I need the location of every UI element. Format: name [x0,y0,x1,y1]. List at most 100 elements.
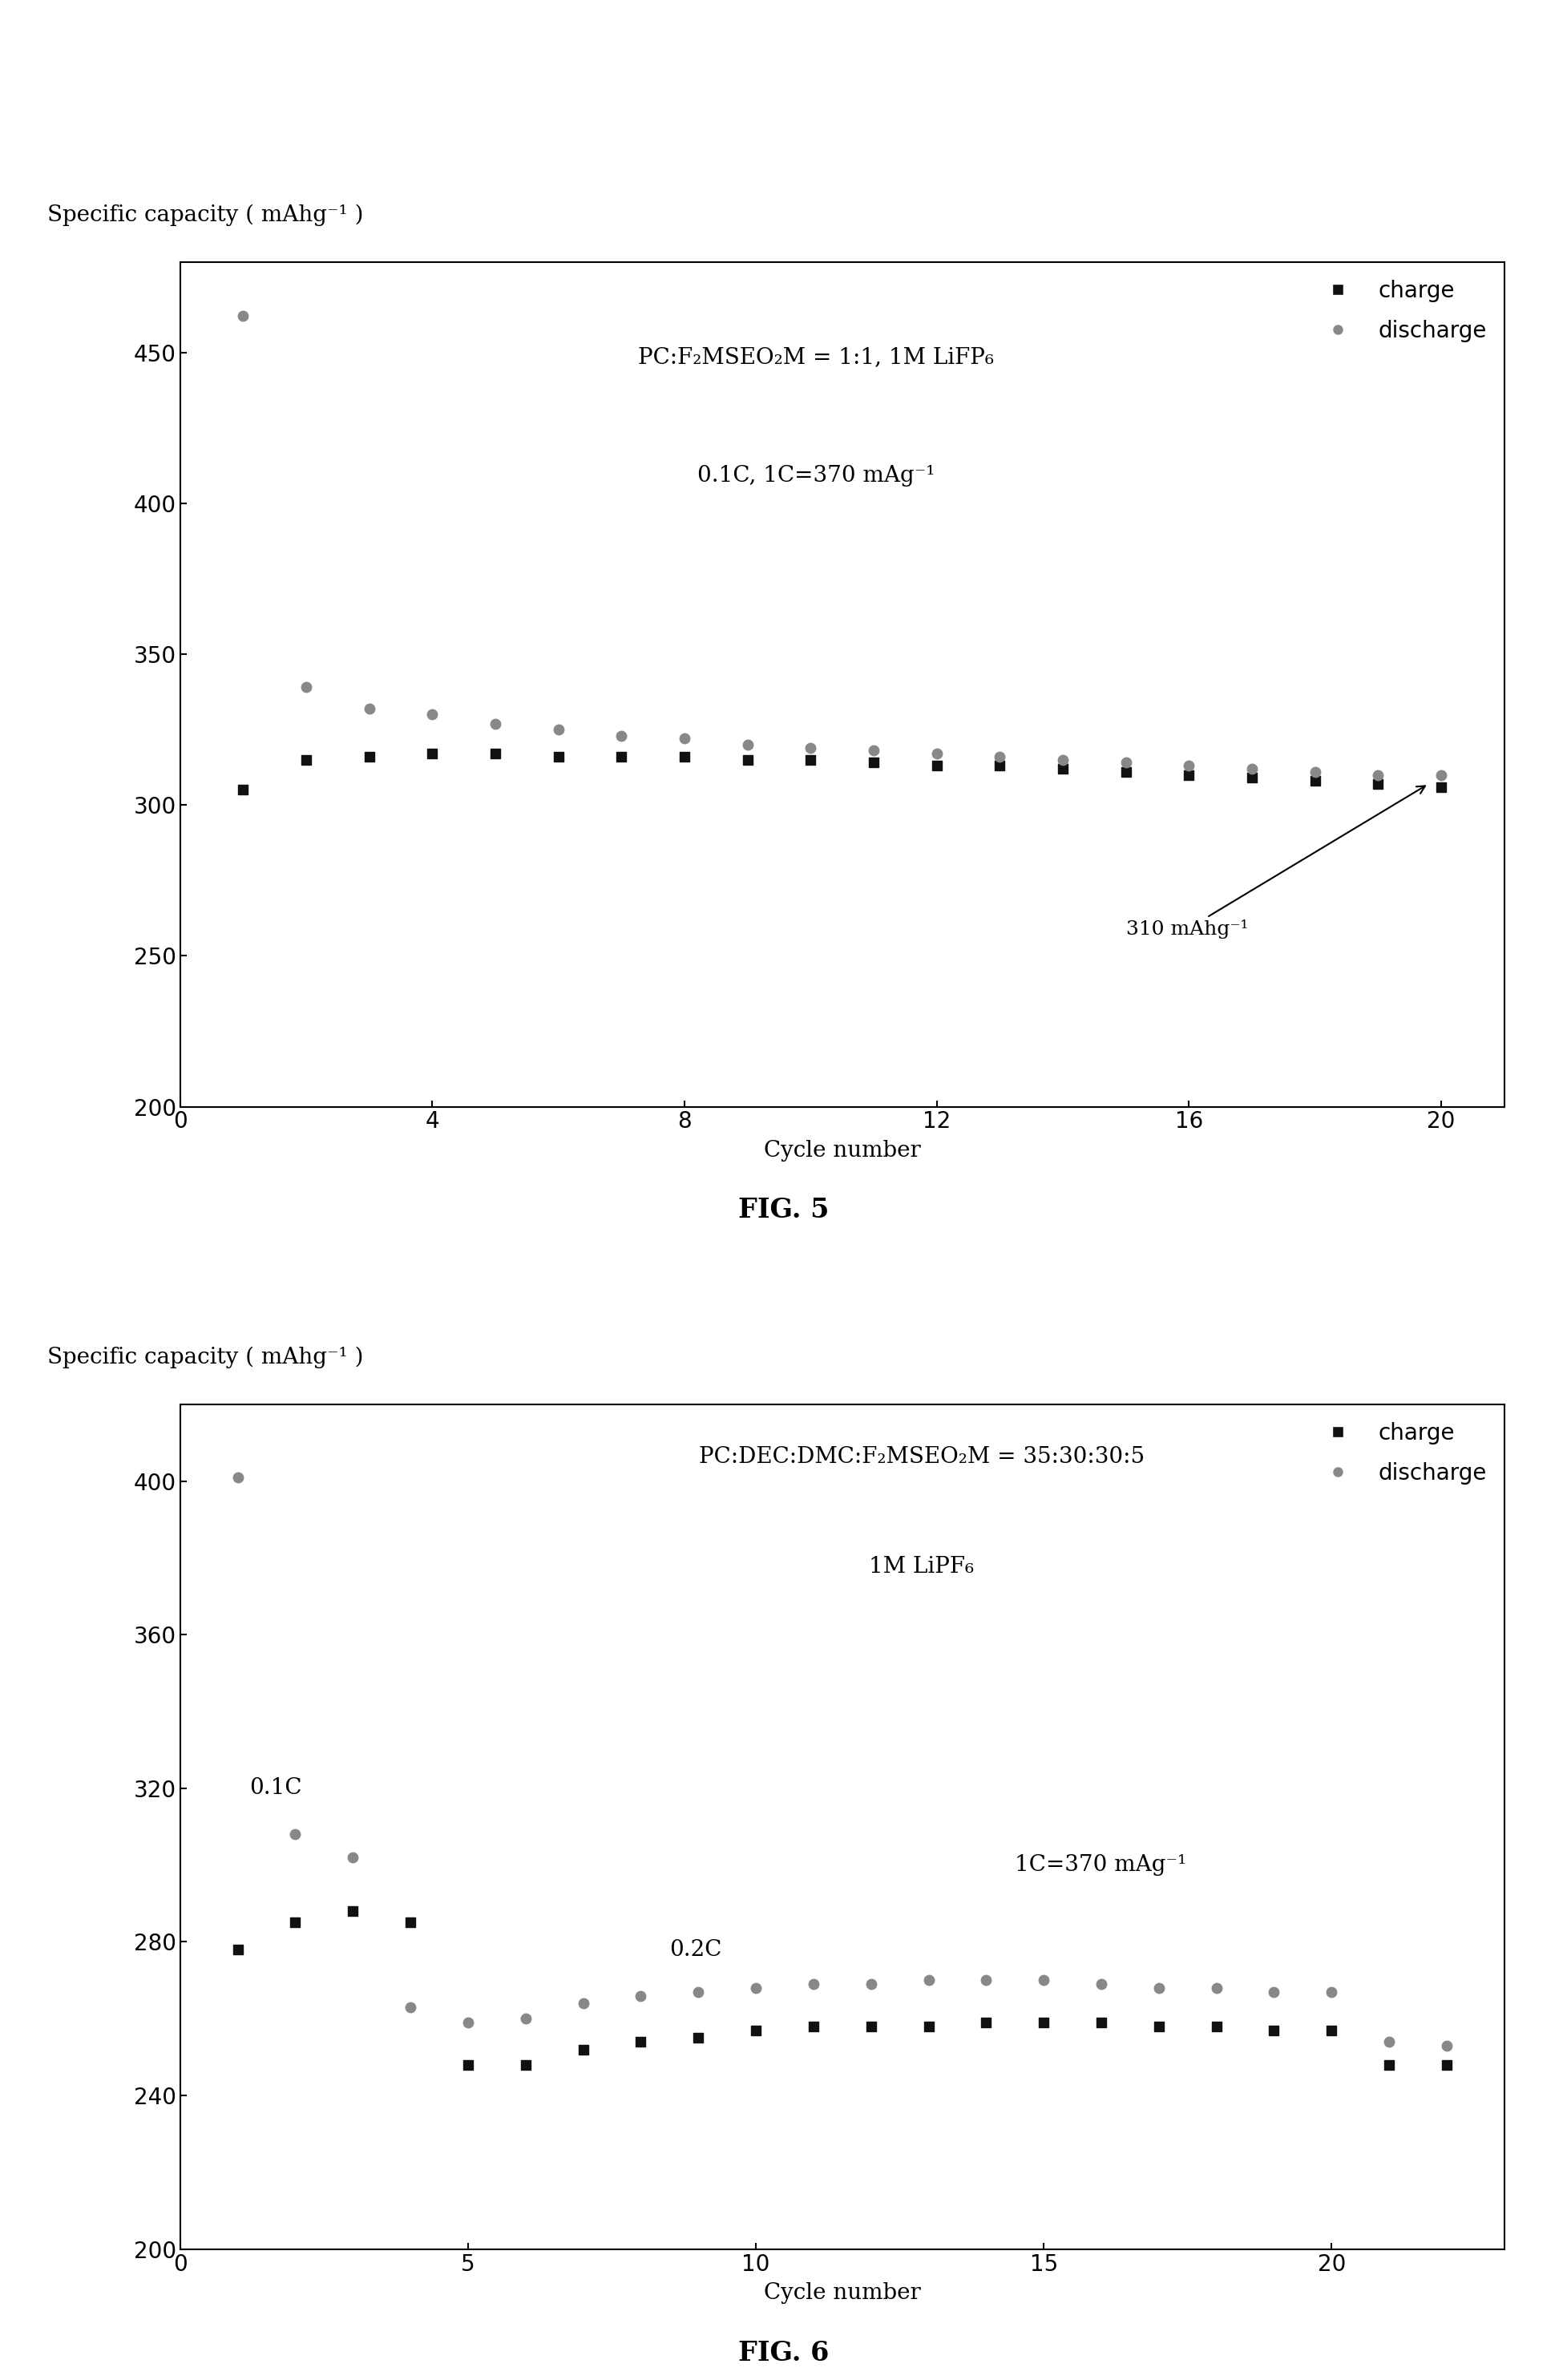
Text: Specific capacity ( mAhg⁻¹ ): Specific capacity ( mAhg⁻¹ ) [47,1347,364,1368]
Point [1089,1966,1114,2004]
Point [1302,752,1327,790]
Point [1147,2006,1172,2044]
Point [357,738,382,776]
Point [987,747,1012,785]
Point [973,2004,998,2042]
Point [420,735,445,774]
Point [859,1966,884,2004]
Point [1203,2006,1229,2044]
Point [1429,769,1454,807]
Point [1429,757,1454,795]
Text: FIG. 5: FIG. 5 [738,1197,829,1223]
Point [862,743,887,781]
Point [1261,1973,1287,2011]
Point [1377,2047,1402,2085]
Point [545,738,570,776]
Text: PC:DEC:DMC:F₂MSEO₂M = 35:30:30:5: PC:DEC:DMC:F₂MSEO₂M = 35:30:30:5 [699,1447,1144,1468]
Point [672,738,697,776]
Point [398,1904,423,1942]
Point [570,1985,595,2023]
Point [293,669,318,707]
Point [917,1961,942,1999]
Point [862,731,887,769]
Text: 0.1C: 0.1C [249,1778,302,1799]
Point [801,1966,826,2004]
Point [1031,2004,1056,2042]
Point [973,1961,998,1999]
Point [357,690,382,728]
Point [1434,2047,1459,2085]
Point [282,1904,307,1942]
Point [1031,1961,1056,1999]
Point [1147,1968,1172,2006]
Point [610,716,635,754]
Point [1302,762,1327,800]
Point [1319,2011,1344,2049]
Point [340,1892,365,1930]
Point [420,695,445,733]
Point [859,2006,884,2044]
Point [801,2006,826,2044]
Legend: charge, discharge: charge, discharge [1308,1416,1493,1492]
Point [610,738,635,776]
Point [570,2030,595,2068]
Point [1377,2023,1402,2061]
Point [230,298,255,336]
Point [1114,743,1139,781]
X-axis label: Cycle number: Cycle number [763,2282,921,2304]
Point [1434,2025,1459,2063]
Point [987,738,1012,776]
Point [925,747,950,785]
Point [1239,759,1265,797]
Text: PC:F₂MSEO₂M = 1:1, 1M LiFP₆: PC:F₂MSEO₂M = 1:1, 1M LiFP₆ [638,347,993,369]
X-axis label: Cycle number: Cycle number [763,1140,921,1161]
Point [456,2047,481,2085]
Point [1089,2004,1114,2042]
Point [735,740,760,778]
Point [798,728,823,766]
Text: 1M LiPF₆: 1M LiPF₆ [870,1557,975,1578]
Point [672,719,697,757]
Point [1177,747,1202,785]
Point [925,735,950,774]
Point [282,1816,307,1854]
Point [512,2047,537,2085]
Point [735,726,760,764]
Point [1177,757,1202,795]
Point [483,704,508,743]
Point [340,1837,365,1875]
Point [226,1459,251,1497]
Point [917,2006,942,2044]
Point [293,740,318,778]
Point [226,1930,251,1968]
Point [1114,752,1139,790]
Legend: charge, discharge: charge, discharge [1308,274,1493,350]
Point [1261,2011,1287,2049]
Point [483,735,508,774]
Point [686,2018,711,2056]
Point [1050,740,1075,778]
Point [1050,750,1075,788]
Point [545,712,570,750]
Text: 1C=370 mAg⁻¹: 1C=370 mAg⁻¹ [1015,1854,1186,1875]
Point [398,1987,423,2025]
Point [230,771,255,809]
Point [1366,764,1391,802]
Point [1319,1973,1344,2011]
Point [628,2023,653,2061]
Point [798,740,823,778]
Point [686,1973,711,2011]
Point [628,1975,653,2013]
Text: 310 mAhg⁻¹: 310 mAhg⁻¹ [1127,785,1424,938]
Text: 0.2C: 0.2C [669,1940,722,1961]
Text: 0.1C, 1C=370 mAg⁻¹: 0.1C, 1C=370 mAg⁻¹ [697,464,934,486]
Point [512,1999,537,2037]
Point [456,2004,481,2042]
Text: Specific capacity ( mAhg⁻¹ ): Specific capacity ( mAhg⁻¹ ) [47,205,364,226]
Point [1366,757,1391,795]
Point [1239,750,1265,788]
Point [743,1968,768,2006]
Text: FIG. 6: FIG. 6 [738,2340,829,2366]
Point [743,2011,768,2049]
Point [1203,1968,1229,2006]
